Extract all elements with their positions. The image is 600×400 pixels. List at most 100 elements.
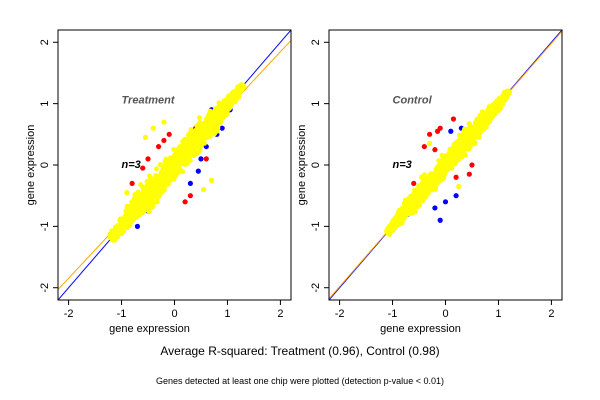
- data-point: [450, 116, 457, 122]
- cloud-point: [489, 111, 495, 117]
- cloud-point: [398, 210, 404, 216]
- cloud-point: [459, 132, 465, 138]
- y-tick-label: 0: [39, 162, 51, 168]
- cloud-point: [472, 134, 478, 140]
- plot-area: [329, 30, 562, 300]
- cloud-point: [444, 167, 450, 173]
- data-point: [124, 190, 130, 196]
- y-tick-label: 0: [310, 162, 322, 168]
- cloud-point: [124, 225, 130, 231]
- cloud-point: [430, 183, 435, 189]
- cloud-point: [468, 144, 473, 149]
- data-point: [453, 174, 459, 180]
- cloud-point: [207, 108, 213, 114]
- cloud-point: [453, 152, 459, 157]
- cloud-point: [472, 140, 478, 145]
- data-point: [134, 223, 141, 229]
- cloud-point: [387, 224, 392, 230]
- cloud-point: [397, 216, 403, 222]
- cloud-point: [445, 159, 451, 165]
- n-label: n=3: [122, 159, 141, 171]
- cloud-point: [485, 108, 491, 114]
- n-label: n=3: [393, 159, 412, 171]
- cloud-point: [198, 122, 203, 128]
- data-point: [198, 156, 204, 162]
- y-tick-label: 1: [310, 101, 322, 107]
- cloud-point: [187, 158, 193, 163]
- cloud-point: [215, 126, 221, 132]
- cloud-point: [425, 183, 431, 189]
- cloud-point: [421, 181, 427, 187]
- cloud-point: [211, 114, 217, 120]
- cloud-point: [475, 128, 481, 133]
- cloud-point: [138, 182, 143, 187]
- cloud-point: [136, 195, 142, 201]
- x-tick-label: 2: [548, 308, 554, 320]
- cloud-point: [232, 98, 238, 104]
- data-point: [421, 143, 427, 150]
- cloud-point: [465, 136, 471, 141]
- cloud-point: [147, 191, 152, 197]
- cloud-point: [199, 127, 205, 133]
- cloud-point: [154, 199, 160, 205]
- x-tick-label: -1: [388, 308, 398, 320]
- y-tick-label: 2: [310, 39, 322, 45]
- data-point: [140, 165, 146, 171]
- cloud-point: [417, 198, 422, 204]
- data-point: [448, 128, 454, 134]
- cloud-point: [180, 158, 186, 164]
- data-point: [442, 199, 449, 205]
- cloud-point: [463, 152, 468, 158]
- data-point: [219, 125, 225, 131]
- cloud-point: [162, 183, 168, 189]
- cloud-point: [495, 100, 501, 106]
- cloud-point: [448, 152, 454, 157]
- cloud-point: [122, 214, 127, 220]
- cloud-point: [239, 83, 245, 89]
- cloud-point: [402, 213, 408, 219]
- cloud-point: [216, 100, 222, 106]
- data-point: [201, 186, 207, 193]
- data-point: [145, 156, 151, 162]
- x-tick-label: 1: [224, 308, 230, 320]
- cloud-point: [132, 198, 138, 204]
- cloud-point: [225, 107, 231, 113]
- cloud-point: [184, 137, 190, 143]
- y-tick-label: -2: [39, 283, 51, 293]
- x-tick-label: 1: [495, 308, 501, 320]
- cloud-point: [202, 122, 208, 128]
- cloud-point: [424, 178, 430, 183]
- cloud-point: [167, 170, 172, 176]
- data-point: [182, 199, 188, 205]
- cloud-point: [496, 104, 502, 110]
- data-point: [156, 143, 162, 150]
- cloud-point: [478, 121, 483, 127]
- cloud-point: [160, 178, 166, 184]
- cloud-point: [203, 133, 209, 138]
- point-cloud: [107, 82, 247, 243]
- cloud-point: [452, 144, 458, 150]
- cloud-point: [130, 216, 135, 222]
- cloud-point: [411, 197, 416, 203]
- cloud-point: [163, 176, 169, 182]
- cloud-point: [402, 197, 408, 203]
- cloud-point: [189, 152, 195, 158]
- cloud-point: [217, 118, 223, 124]
- data-point: [203, 156, 209, 162]
- data-point: [427, 131, 433, 137]
- cloud-point: [210, 129, 216, 135]
- cloud-point: [201, 140, 207, 146]
- x-tick-label: -1: [117, 308, 127, 320]
- cloud-point: [132, 211, 138, 217]
- cloud-point: [192, 132, 198, 138]
- cloud-point: [440, 176, 445, 182]
- data-point: [129, 180, 135, 187]
- cloud-point: [415, 191, 421, 197]
- cloud-point: [433, 176, 439, 182]
- y-axis-label: gene expression: [296, 125, 308, 206]
- data-point: [161, 137, 167, 144]
- data-point: [187, 193, 193, 199]
- x-axis-label: gene expression: [380, 323, 461, 335]
- data-point: [432, 205, 438, 211]
